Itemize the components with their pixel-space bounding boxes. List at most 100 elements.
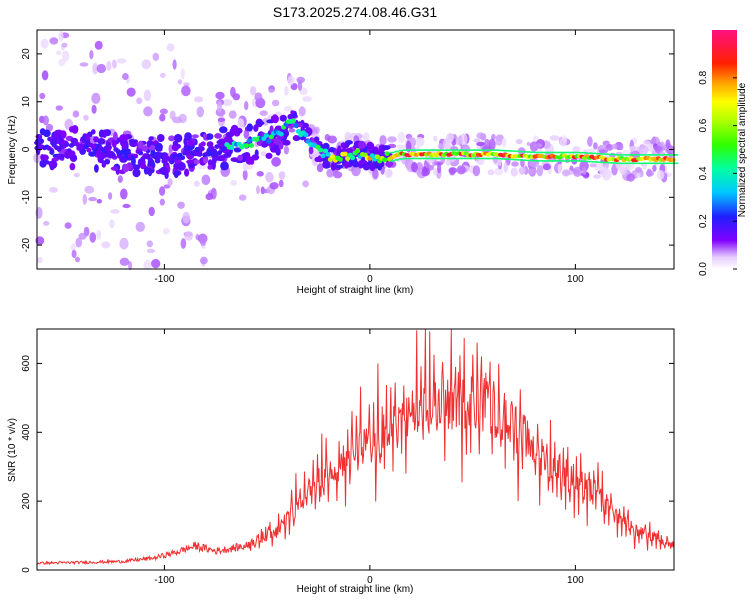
spectrogram-noise-cell — [379, 135, 387, 146]
spectrogram-noise-cell — [582, 166, 587, 175]
spectrogram-noise-cell — [284, 86, 289, 96]
spectrogram-noise-cell — [593, 142, 598, 150]
spectrogram-noise-cell — [598, 149, 609, 154]
spectrogram-band-cell — [183, 137, 188, 146]
spectrogram-noise-cell — [177, 79, 183, 85]
spectrogram-envelope-cell — [394, 150, 399, 153]
spectrogram-ridge-cell — [86, 147, 92, 153]
spectrogram-noise-cell — [42, 115, 49, 126]
spectrogram-noise-cell — [182, 211, 191, 224]
spectrogram-envelope-cell — [501, 158, 506, 160]
spectrogram-noise-cell — [621, 149, 631, 158]
spectrogram-ytick-label: -20 — [21, 237, 32, 252]
spectrogram-ridge-cell — [345, 156, 351, 161]
spectrogram-ridge-cell — [384, 151, 390, 157]
spectrogram-noise-cell — [572, 166, 583, 177]
spectrogram-noise-cell — [473, 138, 481, 143]
spectrogram-envelope-cell — [419, 149, 424, 151]
spectrogram-envelope-cell — [649, 154, 654, 156]
spectrogram-band-cell — [322, 142, 330, 150]
spectrogram-noise-cell — [143, 259, 152, 271]
spectrogram-noise-cell — [177, 201, 185, 209]
spectrogram-xtick-label: -100 — [154, 274, 174, 285]
spectrogram-noise-cell — [230, 180, 238, 186]
spectrogram-envelope-cell — [669, 154, 675, 156]
spectrogram-envelope-cell — [460, 149, 465, 151]
spectrogram-noise-cell — [298, 106, 306, 117]
spectrogram-noise-cell — [91, 104, 97, 114]
spectrogram-envelope-cell — [587, 160, 592, 163]
spectrogram-xtick-label: 0 — [367, 274, 373, 285]
spectrogram-noise-cell — [387, 136, 397, 143]
spectrogram-noise-cell — [146, 248, 156, 254]
spectrogram-envelope-cell — [608, 162, 613, 164]
spectrogram-noise-cell — [71, 249, 77, 259]
spectrogram-envelope-cell — [550, 160, 555, 162]
spectrogram-noise-cell — [184, 231, 194, 241]
spectrogram-noise-cell — [136, 97, 143, 105]
spectrogram-noise-cell — [601, 168, 612, 181]
spectrogram-band-cell — [154, 142, 163, 152]
spectrogram-noise-cell — [108, 192, 113, 200]
spectrogram-envelope-cell — [632, 162, 638, 165]
spectrogram-envelope-cell — [591, 152, 596, 155]
spectrogram-noise-cell — [542, 163, 552, 171]
spectrogram-band-cell — [97, 138, 106, 145]
spectrogram-noise-cell — [515, 139, 523, 145]
spectrogram-noise-cell — [259, 110, 268, 116]
spectrogram-envelope-cell — [439, 149, 444, 151]
spectrogram-ylabel: Frequency (Hz) — [7, 116, 18, 185]
spectrogram-envelope-cell — [480, 157, 485, 160]
spectrogram-noise-cell — [265, 171, 274, 183]
spectrogram-noise-cell — [314, 126, 320, 134]
spectrogram-band-cell — [147, 167, 153, 177]
spectrogram-noise-cell — [162, 227, 170, 235]
spectrogram-noise-cell — [559, 138, 567, 147]
spectrogram-noise-cell — [456, 165, 466, 175]
spectrogram-envelope-cell — [542, 160, 547, 162]
spectrogram-noise-cell — [172, 116, 183, 124]
spectrogram-envelope-cell — [398, 149, 403, 152]
spectrogram-ytick-label: 10 — [21, 96, 32, 108]
spectrogram-noise-cell — [217, 100, 222, 113]
spectrogram-noise-cell — [455, 136, 463, 146]
spectrogram-noise-cell — [72, 110, 80, 118]
spectrogram-envelope-cell — [571, 160, 576, 162]
spectrogram-noise-cell — [43, 220, 50, 226]
spectrogram-envelope-cell — [641, 162, 646, 165]
spectrogram-noise-cell — [49, 37, 59, 45]
spectrogram-band-cell — [110, 166, 119, 171]
spectrogram-band-cell — [191, 134, 199, 139]
spectrogram-envelope-cell — [435, 157, 440, 160]
spectrogram-noise-cell — [89, 232, 97, 243]
spectrogram-band-cell — [253, 124, 259, 132]
spectrogram-envelope-cell — [657, 162, 662, 165]
spectrogram-xlabel: Height of straight line (km) — [297, 285, 414, 296]
spectrogram-ridge-cell — [120, 149, 126, 154]
spectrogram-envelope-cell — [464, 149, 469, 151]
snr-xtick-label: 0 — [367, 575, 373, 586]
spectrogram-envelope-cell — [604, 153, 609, 155]
spectrogram-envelope-cell — [653, 154, 658, 156]
snr-ylabel: SNR (10 * v/v) — [7, 418, 18, 482]
spectrogram-noise-cell — [415, 136, 425, 147]
spectrogram-noise-cell — [656, 170, 665, 180]
spectrogram-envelope-cell — [448, 157, 453, 160]
spectrogram-noise-cell — [536, 165, 544, 177]
spectrogram-noise-cell — [256, 185, 260, 195]
spectrogram-band-cell — [135, 164, 141, 170]
spectrogram-noise-cell — [152, 52, 160, 62]
spectrogram-band-cell — [340, 142, 346, 149]
spectrogram-noise-cell — [122, 203, 131, 209]
spectrogram-ridge-cell — [138, 150, 144, 156]
spectrogram-envelope-cell — [587, 152, 592, 154]
spectrogram-band-cell — [81, 135, 87, 144]
spectrogram-noise-cell — [653, 145, 663, 151]
spectrogram-noise-cell — [112, 59, 117, 69]
spectrogram-ridge-cell — [64, 142, 70, 148]
spectrogram-noise-cell — [533, 143, 543, 148]
spectrogram-noise-cell — [168, 144, 173, 154]
spectrogram-ridge-cell — [337, 157, 343, 162]
spectrogram-ridge-cell — [147, 157, 153, 163]
